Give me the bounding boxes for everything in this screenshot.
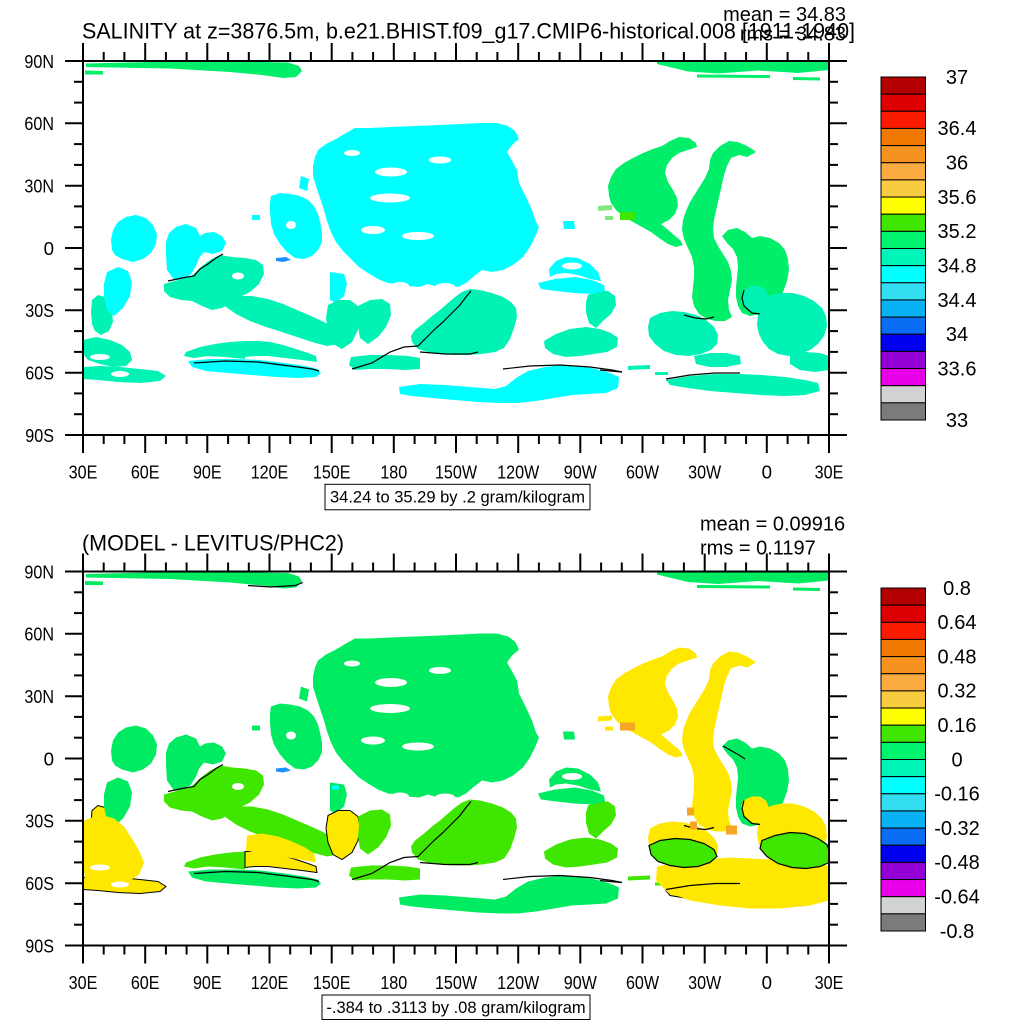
svg-text:60E: 60E	[131, 461, 160, 482]
svg-text:30N: 30N	[24, 176, 54, 197]
svg-text:30E: 30E	[815, 972, 844, 993]
svg-text:150W: 150W	[435, 461, 477, 482]
svg-text:mean = 0.09916: mean = 0.09916	[700, 514, 845, 536]
svg-text:60W: 60W	[626, 972, 659, 993]
svg-text:30W: 30W	[688, 972, 721, 993]
svg-text:180: 180	[380, 972, 407, 993]
svg-text:rms = 34.83: rms = 34.83	[740, 24, 846, 46]
svg-text:0.64: 0.64	[938, 612, 977, 634]
svg-text:(MODEL - LEVITUS/PHC2): (MODEL - LEVITUS/PHC2)	[82, 531, 344, 556]
svg-text:180: 180	[380, 461, 407, 482]
svg-text:60S: 60S	[25, 363, 54, 384]
svg-text:120W: 120W	[497, 461, 539, 482]
svg-text:34.4: 34.4	[938, 290, 977, 312]
svg-text:90N: 90N	[24, 51, 54, 72]
svg-text:35.2: 35.2	[938, 221, 977, 243]
svg-text:36.4: 36.4	[938, 118, 977, 140]
svg-text:120E: 120E	[251, 461, 289, 482]
svg-text:90W: 90W	[564, 461, 597, 482]
svg-text:0: 0	[762, 461, 772, 482]
svg-text:34: 34	[946, 324, 968, 346]
svg-text:33.6: 33.6	[938, 358, 977, 380]
svg-text:90W: 90W	[564, 972, 597, 993]
svg-text:150E: 150E	[313, 972, 351, 993]
svg-text:0: 0	[762, 972, 772, 993]
svg-text:0: 0	[951, 749, 962, 771]
svg-text:34.24 to 35.29 by .2 gram/kilo: 34.24 to 35.29 by .2 gram/kilogram	[330, 489, 585, 507]
svg-text:mean = 34.83: mean = 34.83	[723, 4, 846, 26]
svg-text:-0.8: -0.8	[940, 921, 974, 943]
svg-text:-0.48: -0.48	[934, 852, 980, 874]
svg-text:30E: 30E	[815, 461, 844, 482]
svg-text:60N: 60N	[24, 113, 54, 134]
svg-text:30E: 30E	[69, 461, 98, 482]
svg-text:0: 0	[44, 238, 54, 259]
svg-text:SALINITY at z=3876.5m, b.e21.B: SALINITY at z=3876.5m, b.e21.BHIST.f09_g…	[82, 19, 855, 44]
svg-text:0.8: 0.8	[943, 578, 971, 600]
svg-text:90S: 90S	[25, 935, 54, 956]
svg-text:0.32: 0.32	[938, 681, 977, 703]
svg-text:30W: 30W	[688, 461, 721, 482]
svg-text:90E: 90E	[193, 972, 222, 993]
svg-text:90S: 90S	[25, 425, 54, 446]
svg-text:0: 0	[44, 748, 54, 769]
svg-text:90N: 90N	[24, 561, 54, 582]
svg-text:60N: 60N	[24, 624, 54, 645]
svg-text:30S: 30S	[25, 811, 54, 832]
svg-text:120W: 120W	[497, 972, 539, 993]
svg-text:150E: 150E	[313, 461, 351, 482]
svg-text:35.6: 35.6	[938, 187, 977, 209]
svg-text:36: 36	[946, 153, 968, 175]
svg-text:60W: 60W	[626, 461, 659, 482]
svg-text:30S: 30S	[25, 300, 54, 321]
svg-text:-0.64: -0.64	[934, 887, 980, 909]
svg-text:0.16: 0.16	[938, 715, 977, 737]
svg-text:34.8: 34.8	[938, 255, 977, 277]
svg-text:60S: 60S	[25, 873, 54, 894]
svg-text:120E: 120E	[251, 972, 289, 993]
svg-text:rms = 0.1197: rms = 0.1197	[700, 538, 816, 560]
svg-text:37: 37	[946, 67, 968, 89]
svg-text:0.48: 0.48	[938, 646, 977, 668]
svg-text:60E: 60E	[131, 972, 160, 993]
svg-text:150W: 150W	[435, 972, 477, 993]
svg-text:33: 33	[946, 410, 968, 432]
svg-text:30E: 30E	[69, 972, 98, 993]
svg-text:90E: 90E	[193, 461, 222, 482]
svg-text:-0.32: -0.32	[934, 818, 980, 840]
svg-text:30N: 30N	[24, 686, 54, 707]
svg-text:-0.16: -0.16	[934, 784, 980, 806]
svg-text:-.384 to .3113 by .08 gram/kil: -.384 to .3113 by .08 gram/kilogram	[326, 999, 585, 1017]
